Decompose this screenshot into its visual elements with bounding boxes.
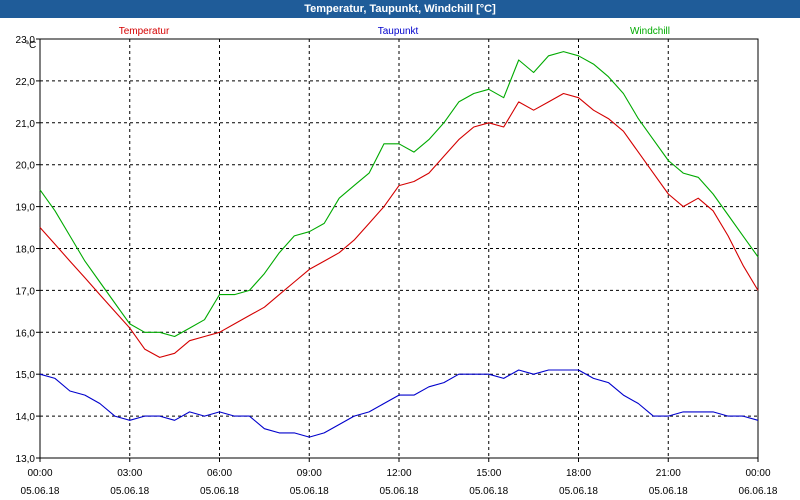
y-tick-label: 16,0 [16,328,36,339]
x-tick-date: 06.06.18 [739,486,778,497]
y-tick-label: 23,0 [16,35,36,46]
y-tick-label: 19,0 [16,203,36,214]
x-tick-time: 18:00 [566,468,591,479]
chart-title: Temperatur, Taupunkt, Windchill [°C] [0,0,800,18]
chart: Temperatur Taupunkt Windchill 13,0 14,0 15,0… [16,26,778,497]
legend-windchill: Windchill [630,26,670,37]
y-tick-label: 20,0 [16,161,36,172]
y-tick-label: 22,0 [16,77,36,88]
y-axis: 13,0 14,0 15,0 16,0 17,0 18,0 19,0 20,0 21,0 22,0… [16,35,40,465]
y-tick-label: 21,0 [16,119,36,130]
x-tick-date: 05.06.18 [290,486,329,497]
y-tick-label: 15,0 [16,370,36,381]
x-tick-date: 05.06.18 [649,486,688,497]
x-axis: 00:00 05.06.18 03:00 05.06.18 06:00 05.06.18 0… [21,458,778,497]
series-line-taupunkt [39,369,759,438]
y-tick-label: 17,0 [16,286,36,297]
x-tick-time: 06:00 [207,468,232,479]
x-tick-time: 03:00 [117,468,142,479]
series-line-temperatur [39,92,759,358]
legend-taupunkt: Taupunkt [378,26,419,37]
x-tick-time: 15:00 [476,468,501,479]
series-line-windchill [39,51,759,338]
series-layer [39,51,759,438]
x-tick-date: 05.06.18 [559,486,598,497]
y-tick-label: 14,0 [16,412,36,423]
gridlines [40,39,758,458]
x-tick-date: 05.06.18 [110,486,149,497]
x-tick-date: 05.06.18 [200,486,239,497]
x-tick-time: 21:00 [656,468,681,479]
x-tick-date: 05.06.18 [469,486,508,497]
legend-temperatur: Temperatur [119,26,170,37]
y-tick-label: 13,0 [16,454,36,465]
x-tick-date: 05.06.18 [380,486,419,497]
x-tick-time: 00:00 [745,468,770,479]
x-tick-time: 00:00 [27,468,52,479]
x-tick-time: 12:00 [386,468,411,479]
y-axis-unit: °C [25,40,36,51]
y-tick-label: 18,0 [16,245,36,256]
x-tick-time: 09:00 [297,468,322,479]
legend: Temperatur Taupunkt Windchill [119,26,670,37]
x-tick-date: 05.06.18 [21,486,60,497]
